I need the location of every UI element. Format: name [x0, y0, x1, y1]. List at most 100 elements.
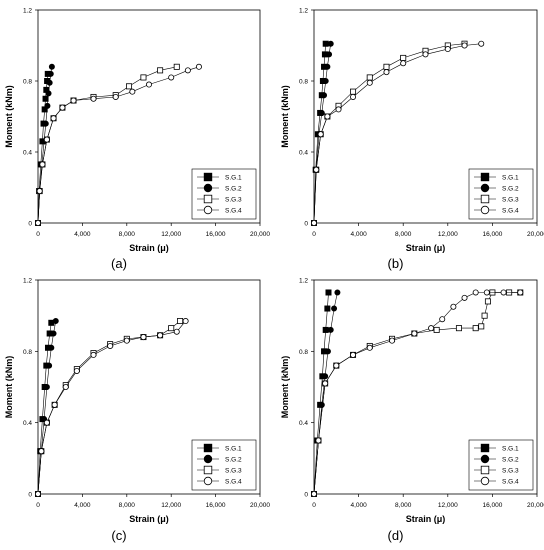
data-point: [439, 316, 446, 323]
legend-label: S.G.3: [225, 468, 242, 475]
legend-label: S.G.3: [225, 197, 242, 204]
plot-frame: [37, 9, 261, 224]
series-line: [37, 66, 199, 224]
y-tick-label: 0.8: [23, 349, 32, 356]
data-point: [325, 289, 332, 296]
data-point: [478, 40, 485, 47]
data-point: [140, 74, 147, 81]
x-tick-label: 12,000: [438, 231, 458, 238]
legend-marker: [480, 454, 490, 464]
data-point: [322, 380, 329, 387]
data-point: [334, 289, 341, 296]
data-point: [450, 303, 457, 310]
y-tick-label: 0.4: [299, 150, 308, 157]
x-tick-label: 20,000: [527, 502, 544, 509]
data-point: [444, 46, 451, 53]
legend-marker: [480, 476, 490, 486]
data-point: [177, 318, 184, 325]
data-point: [45, 90, 52, 97]
data-point: [168, 325, 175, 332]
y-tick-label: 0: [304, 221, 308, 228]
data-point: [366, 79, 373, 86]
panel-label: (c): [111, 528, 126, 543]
chart-panel-b: 0 4,000 8,000 12,000 16,000 20,000 0 0.4 0.8 1.2 S…: [280, 8, 544, 272]
plot-frame: [313, 279, 538, 495]
data-point: [43, 383, 50, 390]
data-point: [195, 63, 202, 70]
data-point: [366, 344, 373, 351]
x-tick-label: 8,000: [119, 502, 136, 509]
y-axis-label: Moment (kNm): [280, 85, 290, 148]
data-point: [389, 337, 396, 344]
data-point: [52, 318, 59, 325]
data-point: [318, 401, 325, 408]
series-line: [37, 73, 49, 224]
data-point: [433, 326, 440, 333]
data-point: [422, 51, 429, 58]
legend-label: S.G.4: [225, 208, 242, 215]
x-tick-label: 16,000: [206, 231, 226, 238]
y-axis-label: Moment (kNm): [4, 85, 14, 148]
x-tick-label: 16,000: [482, 502, 502, 509]
legend-label: S.G.1: [225, 175, 242, 182]
x-tick-label: 20,000: [250, 502, 270, 509]
series-sg3: [310, 40, 468, 226]
data-point: [46, 362, 53, 369]
legend-box: [468, 439, 534, 491]
data-point: [173, 63, 180, 70]
x-tick-label: 0: [36, 502, 40, 509]
data-point: [324, 305, 331, 312]
series-line: [313, 292, 521, 495]
chart-panel-d: 0 4,000 8,000 12,000 16,000 20,000 0 0.4 0.8 1.2 S…: [280, 278, 544, 544]
x-tick-label: 0: [36, 231, 40, 238]
data-point: [129, 88, 136, 95]
data-point: [481, 312, 488, 319]
series-sg4: [35, 318, 189, 497]
data-point: [48, 344, 55, 351]
data-point: [50, 330, 57, 337]
series-line: [313, 292, 329, 495]
data-point: [321, 92, 328, 99]
x-tick-label: 12,000: [438, 502, 458, 509]
series-sg4: [310, 40, 485, 226]
data-point: [324, 348, 331, 355]
y-axis-label: Moment (kNm): [280, 356, 290, 419]
data-point: [48, 63, 55, 70]
legend-label: S.G.2: [502, 186, 519, 193]
legend-marker: [480, 183, 490, 193]
data-point: [324, 113, 331, 120]
legend-label: S.G.4: [225, 479, 242, 486]
data-point: [157, 332, 164, 339]
x-tick-label: 16,000: [482, 231, 502, 238]
y-tick-label: 0.8: [299, 349, 308, 356]
data-point: [331, 305, 338, 312]
y-tick-label: 0: [28, 221, 32, 228]
data-point: [182, 318, 189, 325]
data-point: [70, 97, 77, 104]
series-line: [37, 66, 177, 224]
plot-frame: [313, 9, 538, 224]
data-point: [168, 74, 175, 81]
legend-label: S.G.4: [502, 479, 519, 486]
y-tick-label: 1.2: [23, 278, 32, 285]
legend-box: [191, 168, 257, 220]
x-tick-label: 12,000: [161, 231, 181, 238]
data-point: [478, 323, 485, 330]
data-point: [310, 490, 317, 497]
data-point: [184, 67, 191, 74]
x-tick-label: 0: [312, 502, 316, 509]
data-point: [313, 166, 320, 173]
data-point: [350, 351, 357, 358]
data-point: [411, 330, 418, 337]
data-point: [483, 289, 490, 296]
y-tick-label: 0.8: [299, 79, 308, 86]
data-point: [42, 120, 49, 127]
y-tick-label: 0: [304, 492, 308, 499]
data-point: [350, 88, 357, 95]
data-point: [324, 63, 331, 70]
series-sg2: [310, 40, 334, 226]
y-tick-label: 0.4: [23, 420, 32, 427]
data-point: [400, 60, 407, 67]
y-tick-label: 0.4: [23, 150, 32, 157]
